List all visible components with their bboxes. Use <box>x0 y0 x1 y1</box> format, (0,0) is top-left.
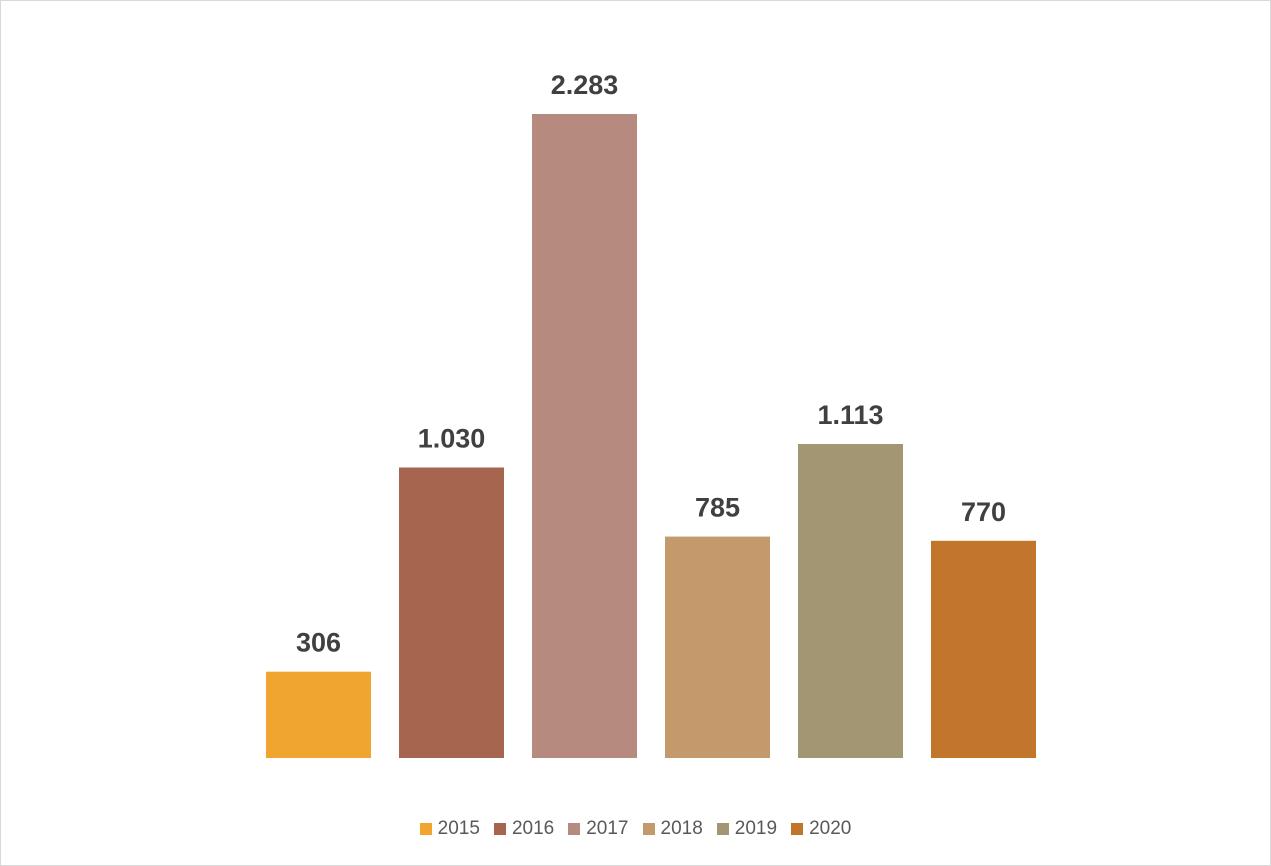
data-label-2018: 785 <box>695 493 740 523</box>
legend-swatch <box>568 823 581 835</box>
legend-item-2017: 2017 <box>568 818 629 840</box>
data-label-2015: 306 <box>296 628 341 658</box>
legend-item-2015: 2015 <box>419 818 480 840</box>
bar-2019 <box>798 444 903 758</box>
legend-item-2016: 2016 <box>493 818 555 840</box>
legend-item-2020: 2020 <box>791 818 851 840</box>
data-label-2017: 2.283 <box>551 70 619 100</box>
bar-2017 <box>532 114 637 758</box>
legend-swatch <box>493 823 506 835</box>
legend-label: 2018 <box>660 818 703 839</box>
legend-swatch <box>419 823 432 835</box>
legend-label: 2016 <box>511 818 555 839</box>
bar-2020 <box>931 540 1036 758</box>
data-label-2016: 1.030 <box>418 424 486 454</box>
bar-2018 <box>665 536 770 758</box>
legend-label: 2019 <box>734 818 778 839</box>
legend-swatch <box>642 823 655 835</box>
legend-swatch <box>716 823 729 835</box>
legend-item-2019: 2019 <box>716 818 778 840</box>
data-label-2019: 1.113 <box>817 400 883 430</box>
legend-label: 2017 <box>586 818 629 839</box>
legend: 2015 2016 2017 2018 2019 2020 <box>0 818 1271 840</box>
legend-item-2018: 2018 <box>642 818 703 840</box>
bar-2015 <box>266 671 371 758</box>
data-label-2020: 770 <box>961 497 1006 527</box>
bar-2016 <box>399 467 504 758</box>
legend-label: 2015 <box>437 818 480 839</box>
legend-label: 2020 <box>809 818 852 839</box>
legend-swatch <box>791 823 804 835</box>
